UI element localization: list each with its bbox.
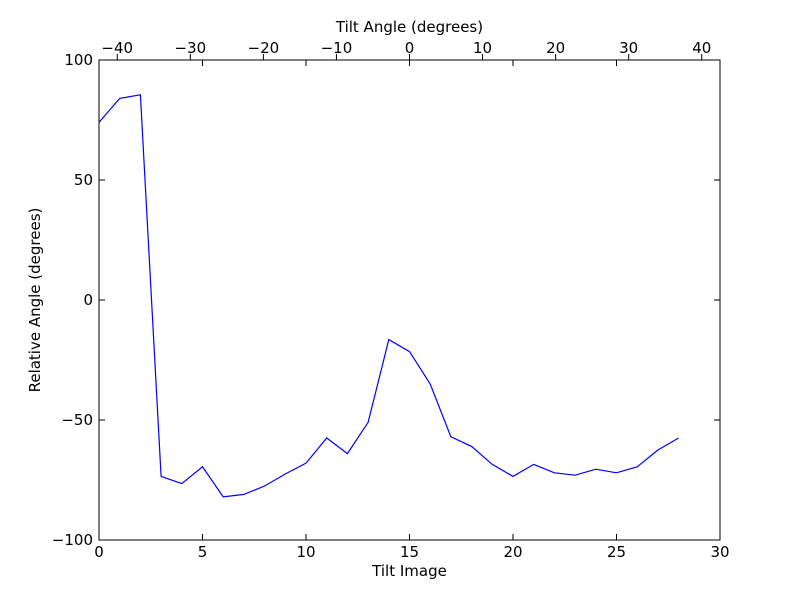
tick-labels-layer: 0 5 10 15 20 25 30−40 −30 −20 −10 0 10 20 30 40−100−50… — [52, 39, 730, 561]
x2-tick-label: 10 — [473, 39, 492, 57]
y-tick-label: −100 — [52, 531, 93, 549]
y-tick-label: 50 — [74, 171, 93, 189]
x2-tick-label: 40 — [692, 39, 711, 57]
x-tick-label: 20 — [503, 543, 522, 561]
x-axis-title: Tilt Image — [371, 562, 447, 580]
plot-area — [99, 60, 720, 540]
x-tick-label: 0 — [94, 543, 104, 561]
x-tick-label: 15 — [400, 543, 419, 561]
x2-tick-label: 30 — [619, 39, 638, 57]
series-layer — [98, 94, 679, 498]
x2-tick-label: 0 — [405, 39, 415, 57]
y-tick-label: 100 — [64, 51, 93, 69]
x2-tick-label: −20 — [248, 39, 280, 57]
y-axis-title: Relative Angle (degrees) — [26, 208, 44, 393]
x2-tick-label: −30 — [174, 39, 206, 57]
x2-tick-label: −40 — [101, 39, 133, 57]
x-tick-label: 5 — [198, 543, 208, 561]
y-tick-label: −50 — [61, 411, 93, 429]
x-tick-label: 10 — [296, 543, 315, 561]
x2-tick-label: −10 — [321, 39, 353, 57]
plot-frame — [98, 59, 721, 541]
x2-tick-label: 20 — [546, 39, 565, 57]
x2-axis-title: Tilt Angle (degrees) — [335, 18, 483, 36]
series-line — [98, 94, 679, 498]
x-tick-label: 30 — [710, 543, 729, 561]
x-tick-label: 25 — [607, 543, 626, 561]
y-tick-label: 0 — [83, 291, 93, 309]
